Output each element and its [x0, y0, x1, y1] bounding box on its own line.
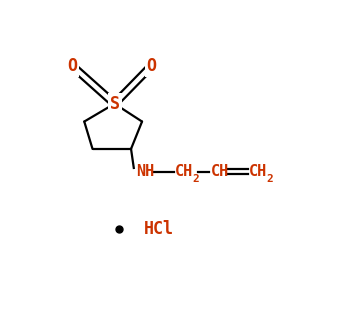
- Text: S: S: [110, 95, 120, 113]
- Text: HCl: HCl: [143, 220, 174, 238]
- Text: CH: CH: [249, 164, 268, 179]
- Text: CH: CH: [175, 164, 193, 179]
- Text: O: O: [147, 57, 157, 75]
- Text: O: O: [67, 57, 77, 75]
- Text: NH: NH: [137, 164, 155, 179]
- Text: CH: CH: [211, 164, 229, 179]
- Text: 2: 2: [192, 174, 199, 184]
- Text: 2: 2: [267, 174, 273, 184]
